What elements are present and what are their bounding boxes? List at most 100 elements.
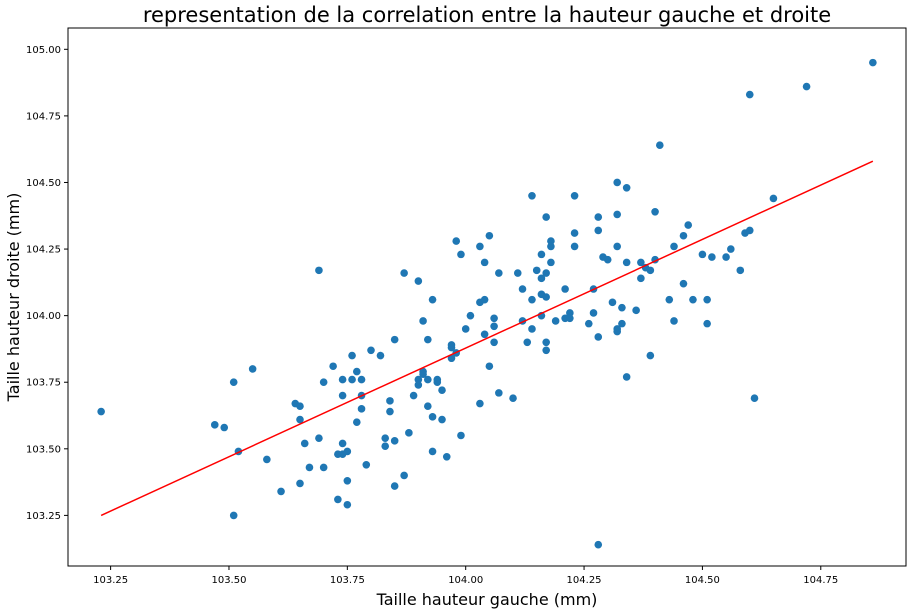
data-point — [457, 250, 465, 259]
y-axis-title: Taille hauteur droite (mm) — [4, 193, 23, 403]
data-point — [542, 213, 550, 221]
data-point — [542, 293, 550, 301]
data-point — [570, 229, 579, 237]
data-point — [348, 351, 356, 360]
data-point — [362, 460, 371, 469]
data-point — [613, 327, 621, 336]
data-point — [594, 226, 603, 235]
data-point — [390, 335, 399, 344]
data-point — [802, 82, 811, 91]
data-point — [485, 231, 494, 240]
y-tick-label: 105.00 — [26, 45, 61, 56]
data-point — [438, 386, 446, 395]
data-point — [428, 295, 437, 304]
data-point — [594, 333, 603, 341]
data-point — [637, 274, 645, 283]
data-point — [566, 309, 574, 317]
data-point — [698, 250, 707, 259]
data-point — [428, 447, 437, 456]
y-tick-label: 103.75 — [26, 378, 61, 389]
x-axis-title: Taille hauteur gauche (mm) — [376, 590, 598, 609]
data-point — [419, 370, 427, 379]
data-point — [210, 421, 219, 429]
data-point — [670, 242, 678, 251]
data-point — [305, 463, 314, 472]
data-point — [679, 231, 688, 240]
data-point — [338, 391, 347, 400]
data-point — [229, 511, 238, 520]
data-point — [551, 317, 560, 325]
y-tick-label: 103.50 — [26, 444, 61, 455]
data-point — [613, 242, 621, 251]
data-point — [537, 250, 546, 259]
data-point — [566, 314, 574, 323]
data-point — [651, 207, 659, 216]
data-point — [542, 346, 550, 355]
data-point — [442, 453, 451, 461]
data-point — [409, 391, 418, 400]
data-point — [353, 367, 361, 376]
data-point — [428, 413, 437, 421]
data-point — [736, 266, 745, 275]
data-point — [353, 418, 361, 426]
data-point — [513, 269, 522, 277]
data-point — [703, 319, 711, 328]
data-point — [386, 407, 394, 416]
data-point — [637, 258, 645, 267]
data-point — [570, 191, 579, 200]
data-point — [523, 338, 532, 347]
data-point — [480, 295, 489, 304]
data-point — [400, 471, 408, 480]
data-point — [537, 274, 546, 283]
y-tick-label: 104.25 — [26, 245, 61, 256]
data-point — [447, 343, 456, 352]
data-point — [490, 314, 498, 323]
data-point — [296, 415, 304, 424]
data-point — [547, 237, 555, 245]
data-point — [622, 258, 631, 267]
data-point — [589, 309, 598, 317]
data-point — [424, 335, 432, 344]
data-point — [248, 365, 257, 373]
data-point — [357, 405, 366, 413]
data-point — [367, 346, 375, 355]
x-tick-label: 103.75 — [330, 575, 365, 586]
data-point — [438, 415, 446, 424]
data-point — [220, 423, 229, 432]
data-point — [414, 277, 423, 285]
data-point — [390, 482, 399, 490]
data-point — [618, 303, 626, 312]
data-point — [689, 295, 697, 304]
data-point — [745, 90, 754, 99]
data-point — [466, 311, 475, 320]
data-point — [376, 351, 385, 360]
data-point — [485, 362, 494, 371]
data-point — [646, 266, 655, 275]
data-point — [594, 213, 603, 221]
data-point — [679, 279, 688, 288]
data-point — [229, 378, 238, 387]
data-point — [670, 317, 678, 325]
data-point — [646, 351, 655, 360]
data-point — [405, 429, 413, 437]
data-point — [315, 266, 323, 275]
y-tick-label: 104.00 — [26, 311, 61, 322]
data-point — [490, 322, 498, 331]
data-point — [570, 242, 579, 251]
data-point — [656, 141, 664, 149]
data-point — [424, 402, 432, 410]
x-tick-label: 104.00 — [448, 575, 483, 586]
data-point — [622, 184, 631, 192]
data-point — [495, 389, 503, 397]
regression-line — [100, 160, 874, 517]
data-point — [613, 178, 621, 187]
data-point — [343, 476, 352, 485]
data-point — [750, 394, 759, 403]
data-point — [613, 210, 621, 219]
x-tick-label: 104.75 — [803, 575, 838, 586]
data-point — [476, 399, 484, 408]
data-point — [277, 487, 285, 496]
data-point — [424, 375, 432, 384]
data-point — [357, 375, 366, 384]
